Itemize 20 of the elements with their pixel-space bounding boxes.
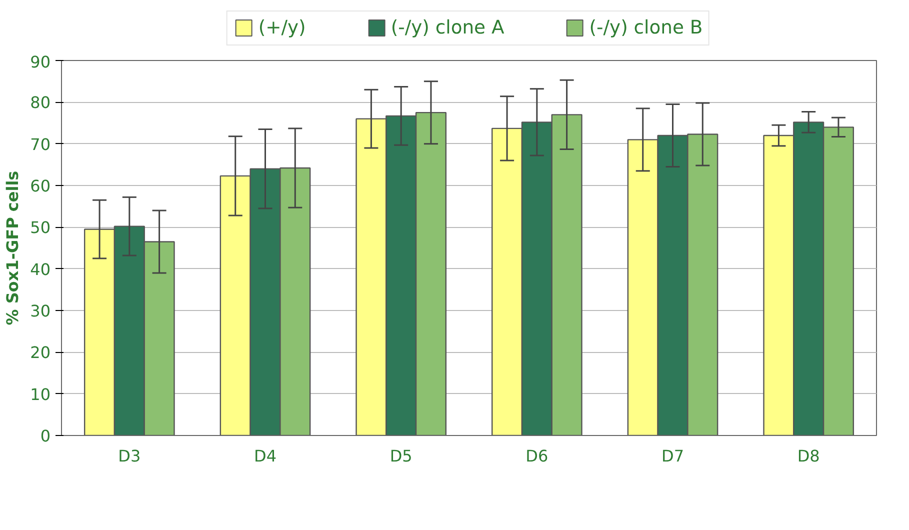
x-tick-label: D3 <box>118 446 141 466</box>
legend-label: (-/y) clone B <box>589 17 703 38</box>
x-tick-label: D8 <box>797 446 820 466</box>
x-tick-label: D5 <box>390 446 412 466</box>
y-tick-label: 30 <box>30 302 50 320</box>
y-tick-label: 70 <box>30 134 50 154</box>
y-tick-label: 0 <box>40 426 51 446</box>
y-tick-label: 60 <box>30 176 50 196</box>
y-tick-label: 10 <box>30 384 50 404</box>
x-tick-label: D4 <box>254 446 276 466</box>
legend-label: (+/y) <box>258 17 306 38</box>
y-tick-label: 50 <box>30 218 50 238</box>
x-tick-label: D7 <box>662 446 684 466</box>
legend-label: (-/y) clone A <box>390 17 504 38</box>
y-tick-label: 40 <box>30 260 50 279</box>
y-tick-label: 80 <box>30 93 50 112</box>
y-tick-label: 20 <box>30 343 50 362</box>
x-tick-label: D6 <box>526 446 548 466</box>
y-tick-label: 90 <box>30 52 50 72</box>
y-axis-title: % Sox1-GFP cells <box>3 170 22 326</box>
